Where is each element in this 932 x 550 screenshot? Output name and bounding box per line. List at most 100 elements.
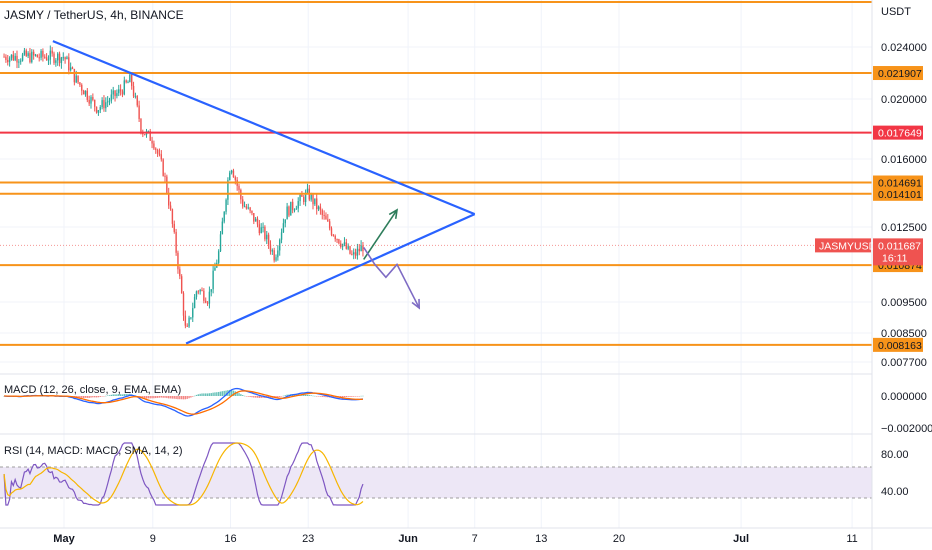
candle-body [90,97,92,104]
projection-arrows[interactable] [363,208,421,310]
candle-body [206,302,209,304]
candle-body [49,50,52,60]
macd-histogram-bar [199,393,201,396]
candle-body [360,245,362,252]
macd-histogram-bar [175,396,177,399]
arrow-head[interactable] [411,298,421,310]
candle-body [169,205,172,210]
macd-histogram-bar [354,396,357,397]
candle-body [160,154,163,160]
candle-body [188,317,190,327]
macd-histogram-bar [179,396,181,400]
candle-body [108,100,111,102]
macd-histogram-bar [303,394,305,396]
candle-body [232,170,235,178]
candle-body [293,209,296,211]
candle-body [158,153,161,155]
candle-body [199,290,201,292]
candle-body [321,210,323,215]
macd-histogram-bar [345,396,348,398]
candle-body [8,57,11,63]
level-tag-label: 0.017649 [878,128,922,140]
macd-histogram-bar [249,396,251,397]
candle-body [219,234,222,252]
macd-histogram-bar [232,390,235,396]
level-tag [873,337,923,352]
candle-body [7,59,9,63]
candle-body [295,208,298,210]
macd-histogram-bar [118,394,120,396]
time-axis[interactable]: May 9 16 23 Jun 7 13 20 Jul 11 [53,533,858,545]
candle-body [267,234,270,245]
trendline[interactable] [185,213,476,345]
current-price-tag [873,238,923,266]
candle-body [192,308,194,318]
candle-body [82,90,85,95]
candle-body [44,56,46,58]
macd-histogram-bar [99,396,101,397]
time-tick-label: Jun [398,533,418,545]
triangle-trendlines[interactable] [52,40,476,345]
price-tick-label: 0.020000 [881,94,927,106]
candle-body [162,159,164,176]
level-tag-label: 0.014691 [878,178,922,190]
candle-body [134,96,137,98]
macd-histogram-bar [347,396,349,397]
macd-histogram-bar [106,395,109,396]
macd-histogram-bar [275,396,277,398]
candle-body [197,291,200,293]
candle-body [203,290,205,301]
price-axis[interactable]: 0.024000 0.020000 0.016000 0.012500 0.009500… [881,42,932,498]
time-tick-label: 9 [150,533,156,545]
candle-body [354,252,357,256]
macd-histogram-bar [325,396,327,398]
macd-histogram-bar [116,394,118,396]
trendline[interactable] [52,40,476,216]
macd-histogram-bar [95,396,98,398]
candle-body [21,54,24,61]
candle-body [286,206,288,220]
price-tick-label: 0.012500 [881,222,927,234]
candle-body [36,54,39,58]
candle-body [45,57,48,61]
candle-body [16,55,18,63]
candle-body [105,102,107,109]
macd-tick-label: 0.000000 [881,391,927,403]
price-tick-label: 0.024000 [881,42,927,54]
macd-histogram-bar [306,394,309,396]
macd-histogram-bar [269,396,272,398]
candle-body [81,84,83,91]
candle-body [288,206,290,216]
candle-body [310,194,312,200]
macd-histogram-bar [312,395,314,397]
macd-histogram-bar [240,394,242,396]
candle-body [99,107,101,111]
macd-signal-line [4,390,363,415]
macd-histogram-bar [177,396,179,400]
current-price-label: 0.011687 [878,240,921,252]
macd-histogram-bar [121,394,124,396]
candle-body [243,206,246,208]
macd-histogram-bar [362,395,364,397]
candle-body [230,170,233,173]
arrow-path[interactable] [363,246,420,309]
candle-body [275,257,277,261]
macd-histogram-bar [343,396,346,398]
candle-body [92,97,94,100]
candle-body [334,235,336,240]
macd-histogram-bar [286,394,288,396]
macd-histogram-bar [219,391,222,396]
macd-histogram-bar [192,396,194,397]
horizontal-levels[interactable] [0,1,872,346]
candle-body [184,315,187,326]
macd-histogram-bar [236,392,238,396]
macd-pane [3,387,364,417]
macd-histogram-bar [332,396,335,398]
arrow-path[interactable] [363,209,398,260]
candle-body [332,234,335,236]
arrow-head[interactable] [388,208,399,219]
candle-body [193,296,196,309]
macd-histogram-bar [197,394,200,396]
candle-body [262,226,264,228]
